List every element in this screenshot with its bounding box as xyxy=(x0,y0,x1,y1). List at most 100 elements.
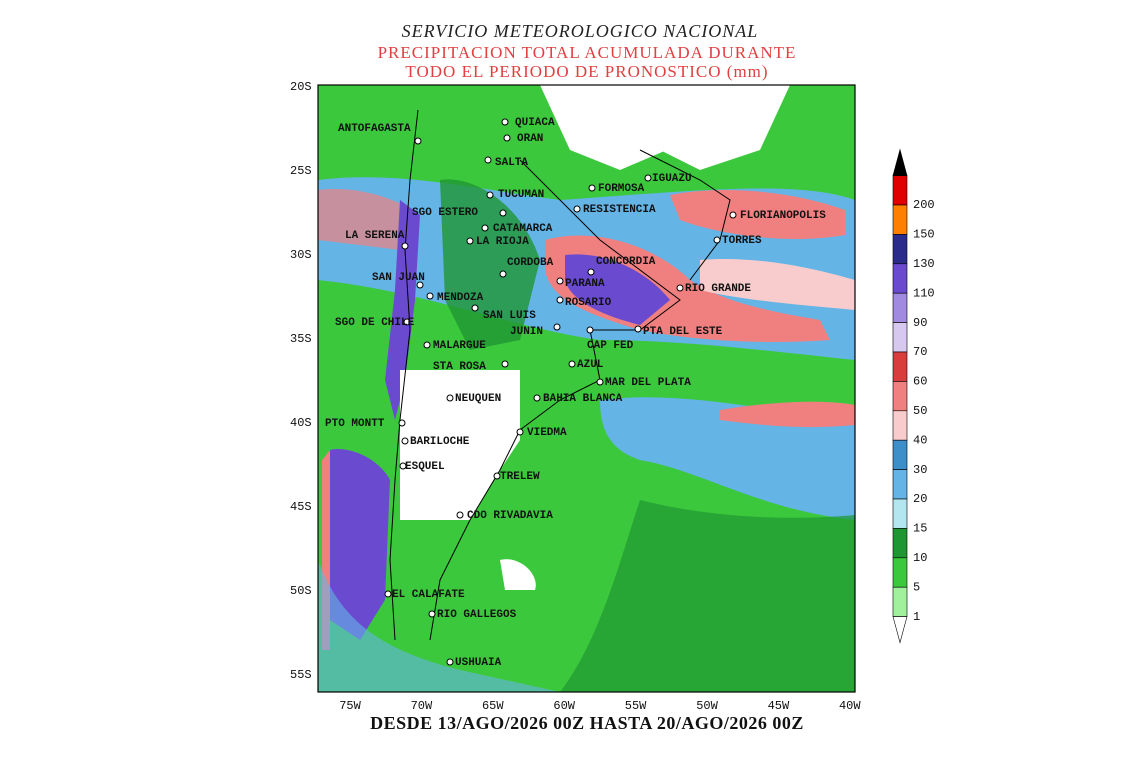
city-label: MALARGUE xyxy=(433,340,486,352)
city-label: CONCORDIA xyxy=(596,256,656,268)
city-label: LA RIOJA xyxy=(476,236,529,248)
lon-label: 75W xyxy=(339,699,361,713)
city-label: SALTA xyxy=(495,157,528,169)
city-label: RESISTENCIA xyxy=(583,204,656,216)
city-marker xyxy=(587,268,595,276)
city-label: FLORIANOPOLIS xyxy=(740,210,826,222)
city-marker xyxy=(499,270,507,278)
lat-label: 40S xyxy=(290,416,312,430)
lon-label: 70W xyxy=(411,699,433,713)
city-marker xyxy=(399,462,407,470)
city-marker xyxy=(588,184,596,192)
city-label: ESQUEL xyxy=(405,461,445,473)
layers: 20S 25S 30S 35S 40S 45S 50S 55S 75W 70W 65W 60W 55W 5… xyxy=(290,80,935,713)
city-marker xyxy=(456,511,464,519)
map-frame xyxy=(317,84,856,693)
lat-label: 50S xyxy=(290,584,312,598)
city-label: ROSARIO xyxy=(565,297,612,309)
city-marker xyxy=(481,224,489,232)
city-marker xyxy=(471,304,479,312)
colorbar-label: 20 xyxy=(913,492,927,506)
city-marker xyxy=(414,137,422,145)
subtitle: PRECIPITACION TOTAL ACUMULADA DURANTE xyxy=(378,43,797,62)
city-marker xyxy=(556,277,564,285)
colorbar-box xyxy=(892,528,908,559)
colorbar-box xyxy=(892,439,908,470)
city-marker xyxy=(484,156,492,164)
city-marker xyxy=(446,394,454,402)
city-label: RIO GALLEGOS xyxy=(437,609,517,621)
city-label: QUIACA xyxy=(515,117,555,129)
colorbar-box xyxy=(892,322,908,353)
colorbar-box xyxy=(892,175,908,206)
colorbar-label: 40 xyxy=(913,433,927,447)
city-marker xyxy=(573,205,581,213)
colorbar-box xyxy=(892,469,908,500)
city-label: ORAN xyxy=(517,133,543,145)
city-marker xyxy=(403,318,411,326)
city-label: CAP FED xyxy=(587,340,634,352)
city-label: ANTOFAGASTA xyxy=(338,123,411,135)
city-label: AZUL xyxy=(577,359,604,371)
city-label: IGUAZU xyxy=(652,173,692,185)
city-marker xyxy=(501,360,509,368)
city-marker xyxy=(503,134,511,142)
city-label: RIO GRANDE xyxy=(685,283,751,295)
title: SERVICIO METEOROLOGICO NACIONAL xyxy=(402,21,759,41)
colorbar-box xyxy=(892,263,908,294)
colorbar-label: 50 xyxy=(913,404,927,418)
colorbar-label: 110 xyxy=(913,286,935,300)
city-marker xyxy=(423,341,431,349)
city-marker xyxy=(533,394,541,402)
colorbar-label: 5 xyxy=(913,580,920,594)
colorbar-box xyxy=(892,586,908,617)
colorbar-box xyxy=(892,498,908,529)
city-marker xyxy=(426,292,434,300)
city-label: TRELEW xyxy=(500,471,540,483)
city-label: EL CALAFATE xyxy=(392,589,465,601)
colorbar-box xyxy=(892,557,908,588)
colorbar-label: 30 xyxy=(913,463,927,477)
city-label: MENDOZA xyxy=(437,292,484,304)
city-label: BAHIA BLANCA xyxy=(543,393,623,405)
city-marker xyxy=(713,236,721,244)
colorbar-box xyxy=(892,204,908,235)
city-label: SAN LUIS xyxy=(483,310,536,322)
lon-label: 60W xyxy=(553,699,575,713)
city-marker xyxy=(493,472,501,480)
lat-label: 20S xyxy=(290,80,312,94)
colorbar-box xyxy=(892,381,908,412)
colorbar-top xyxy=(892,148,908,176)
city-marker xyxy=(553,323,561,331)
lon-label: 45W xyxy=(768,699,790,713)
city-label: JUNIN xyxy=(510,326,543,338)
colorbar-box xyxy=(892,292,908,323)
city-marker xyxy=(398,419,406,427)
lon-label: 50W xyxy=(696,699,718,713)
lat-label: 45S xyxy=(290,500,312,514)
city-marker xyxy=(446,658,454,666)
lat-label: 25S xyxy=(290,164,312,178)
city-label: SGO ESTERO xyxy=(412,207,478,219)
city-marker xyxy=(499,209,507,217)
subtitle: TODO EL PERIODO DE PRONOSTICO (mm) xyxy=(405,62,768,81)
city-label: VIEDMA xyxy=(527,427,567,439)
city-label: BARILOCHE xyxy=(410,436,470,448)
colorbar-bottom xyxy=(892,616,908,644)
colorbar-label: 90 xyxy=(913,316,927,330)
lat-label: 55S xyxy=(290,668,312,682)
city-marker xyxy=(401,437,409,445)
city-label: FORMOSA xyxy=(598,183,645,195)
colorbar-box xyxy=(892,410,908,441)
city-marker xyxy=(676,284,684,292)
city-marker xyxy=(416,281,424,289)
city-label: SGO DE CHILE xyxy=(335,317,415,329)
city-marker xyxy=(384,590,392,598)
city-marker xyxy=(634,325,642,333)
city-label: MAR DEL PLATA xyxy=(605,377,691,389)
colorbar-label: 200 xyxy=(913,198,935,212)
colorbar-label: 130 xyxy=(913,257,935,271)
lon-label: 40W xyxy=(839,699,861,713)
city-marker xyxy=(568,360,576,368)
